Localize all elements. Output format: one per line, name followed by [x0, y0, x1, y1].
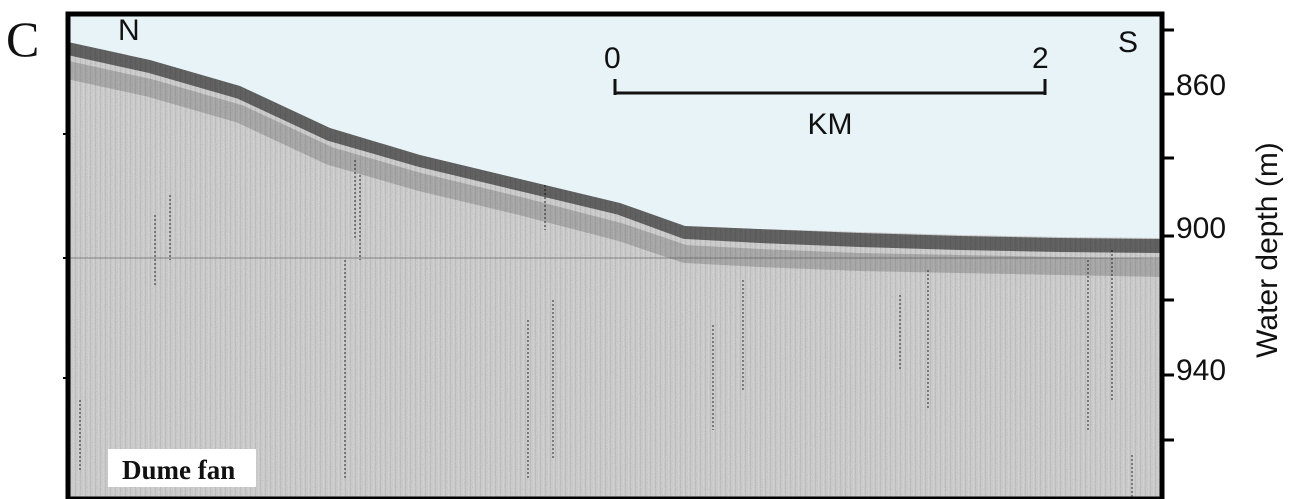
- plot-frame: [65, 11, 1165, 499]
- scale-bar-unit-label: KM: [807, 108, 853, 141]
- profile-south-label: S: [1118, 26, 1139, 59]
- depth-axis-title: Water depth (m): [1251, 142, 1284, 358]
- right-ticks: [1162, 28, 1174, 442]
- seafloor-reflector-deep: [68, 61, 1162, 277]
- depth-tick-label: 900: [1176, 212, 1227, 245]
- scale-bar-start-label: 0: [604, 42, 621, 75]
- scale-bar: [613, 79, 1047, 95]
- location-label-box: Dume fan: [108, 449, 256, 487]
- depth-tick-label: 940: [1176, 354, 1227, 387]
- depth-tick-label: 860: [1176, 69, 1227, 102]
- location-label: Dume fan: [122, 455, 236, 485]
- seafloor-reflector: [68, 41, 1162, 253]
- vertical-artifacts: [79, 160, 1133, 499]
- left-ticks: [63, 133, 68, 379]
- scale-bar-end-label: 2: [1032, 42, 1049, 75]
- water-column: [68, 14, 1162, 238]
- panel-letter: C: [6, 11, 40, 67]
- profile-north-label: N: [118, 14, 140, 47]
